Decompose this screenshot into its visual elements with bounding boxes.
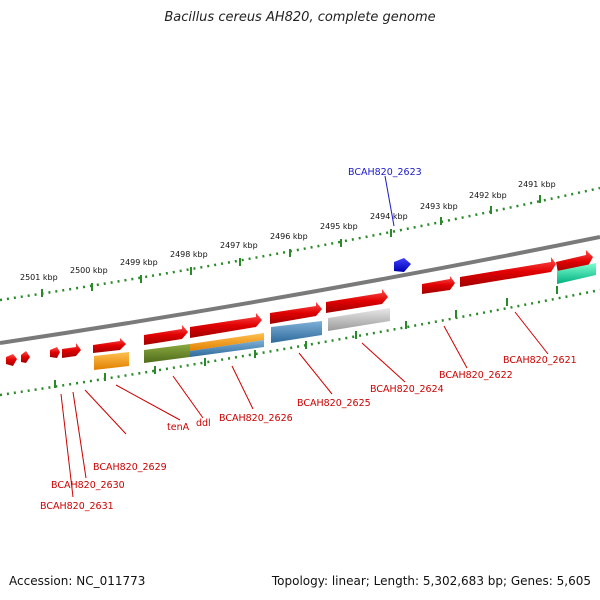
- gene-ddl[interactable]: [144, 325, 188, 345]
- feature-orange-2[interactable]: [94, 352, 129, 370]
- feature-steelblue-2[interactable]: [190, 340, 264, 357]
- gene-bcah820-2630[interactable]: [50, 347, 60, 358]
- kbp-label: 2499 kbp: [120, 258, 158, 267]
- map-title: Bacillus cereus AH820, complete genome: [164, 10, 436, 25]
- leader-lines: [60, 175, 549, 498]
- lower-major-ticks: [54, 286, 558, 388]
- gene-label: tenA: [167, 422, 190, 433]
- gene-red-edge[interactable]: [6, 354, 17, 366]
- gene-bcah820-2624[interactable]: [326, 289, 388, 313]
- lower-scale-line: [0, 288, 600, 397]
- upper-major-ticks: [41, 195, 541, 297]
- kbp-label: 2497 kbp: [220, 241, 258, 250]
- kbp-label: 2493 kbp: [420, 202, 458, 211]
- gene-bcah820-2622[interactable]: [460, 257, 556, 287]
- kbp-label: 2495 kbp: [320, 222, 358, 231]
- gene-label: ddl: [196, 418, 211, 429]
- feature-gray[interactable]: [328, 308, 390, 331]
- scale-labels: 2501 kbp 2500 kbp 2499 kbp 2498 kbp 2497…: [20, 180, 556, 282]
- kbp-label: 2491 kbp: [518, 180, 556, 189]
- kbp-label: 2492 kbp: [469, 191, 507, 200]
- gene-bcah820-2626[interactable]: [190, 313, 262, 338]
- gene-labels: BCAH820_2623 BCAH820_2621 BCAH820_2622 B…: [40, 167, 577, 512]
- gene-bcah820-2621[interactable]: [556, 250, 593, 273]
- gene-bcah820-2629[interactable]: [62, 343, 81, 358]
- feature-steelblue[interactable]: [271, 321, 322, 343]
- genome-backbone: [0, 235, 600, 345]
- feature-olive[interactable]: [144, 344, 190, 363]
- gene-label: BCAH820_2621: [503, 355, 577, 366]
- upper-scale-line: [0, 186, 600, 302]
- gene-label: BCAH820_2631: [40, 501, 114, 512]
- gene-label: BCAH820_2629: [93, 462, 167, 473]
- kbp-label: 2498 kbp: [170, 250, 208, 259]
- gene-bcah820-2623[interactable]: [394, 258, 411, 272]
- kbp-label: 2494 kbp: [370, 212, 408, 221]
- genome-stats: Topology: linear; Length: 5,302,683 bp; …: [271, 574, 591, 588]
- feature-orange[interactable]: [190, 333, 264, 351]
- gene-label: BCAH820_2624: [370, 384, 444, 395]
- gene-red-small[interactable]: [422, 276, 455, 294]
- gene-bcah820-2625[interactable]: [270, 302, 322, 324]
- kbp-label: 2501 kbp: [20, 273, 58, 282]
- kbp-label: 2500 kbp: [70, 266, 108, 275]
- feature-track: [94, 263, 596, 370]
- feature-teal[interactable]: [557, 263, 596, 284]
- gene-label: BCAH820_2623: [348, 167, 422, 178]
- gene-label: BCAH820_2630: [51, 480, 125, 491]
- accession-label: Accession: NC_011773: [9, 574, 146, 588]
- kbp-label: 2496 kbp: [270, 232, 308, 241]
- gene-label: BCAH820_2626: [219, 413, 293, 424]
- gene-bcah820-2631[interactable]: [21, 351, 30, 363]
- gene-label: BCAH820_2625: [297, 398, 371, 409]
- gene-label: BCAH820_2622: [439, 370, 513, 381]
- gene-tenA[interactable]: [93, 338, 126, 353]
- forward-gene-track: [6, 250, 593, 366]
